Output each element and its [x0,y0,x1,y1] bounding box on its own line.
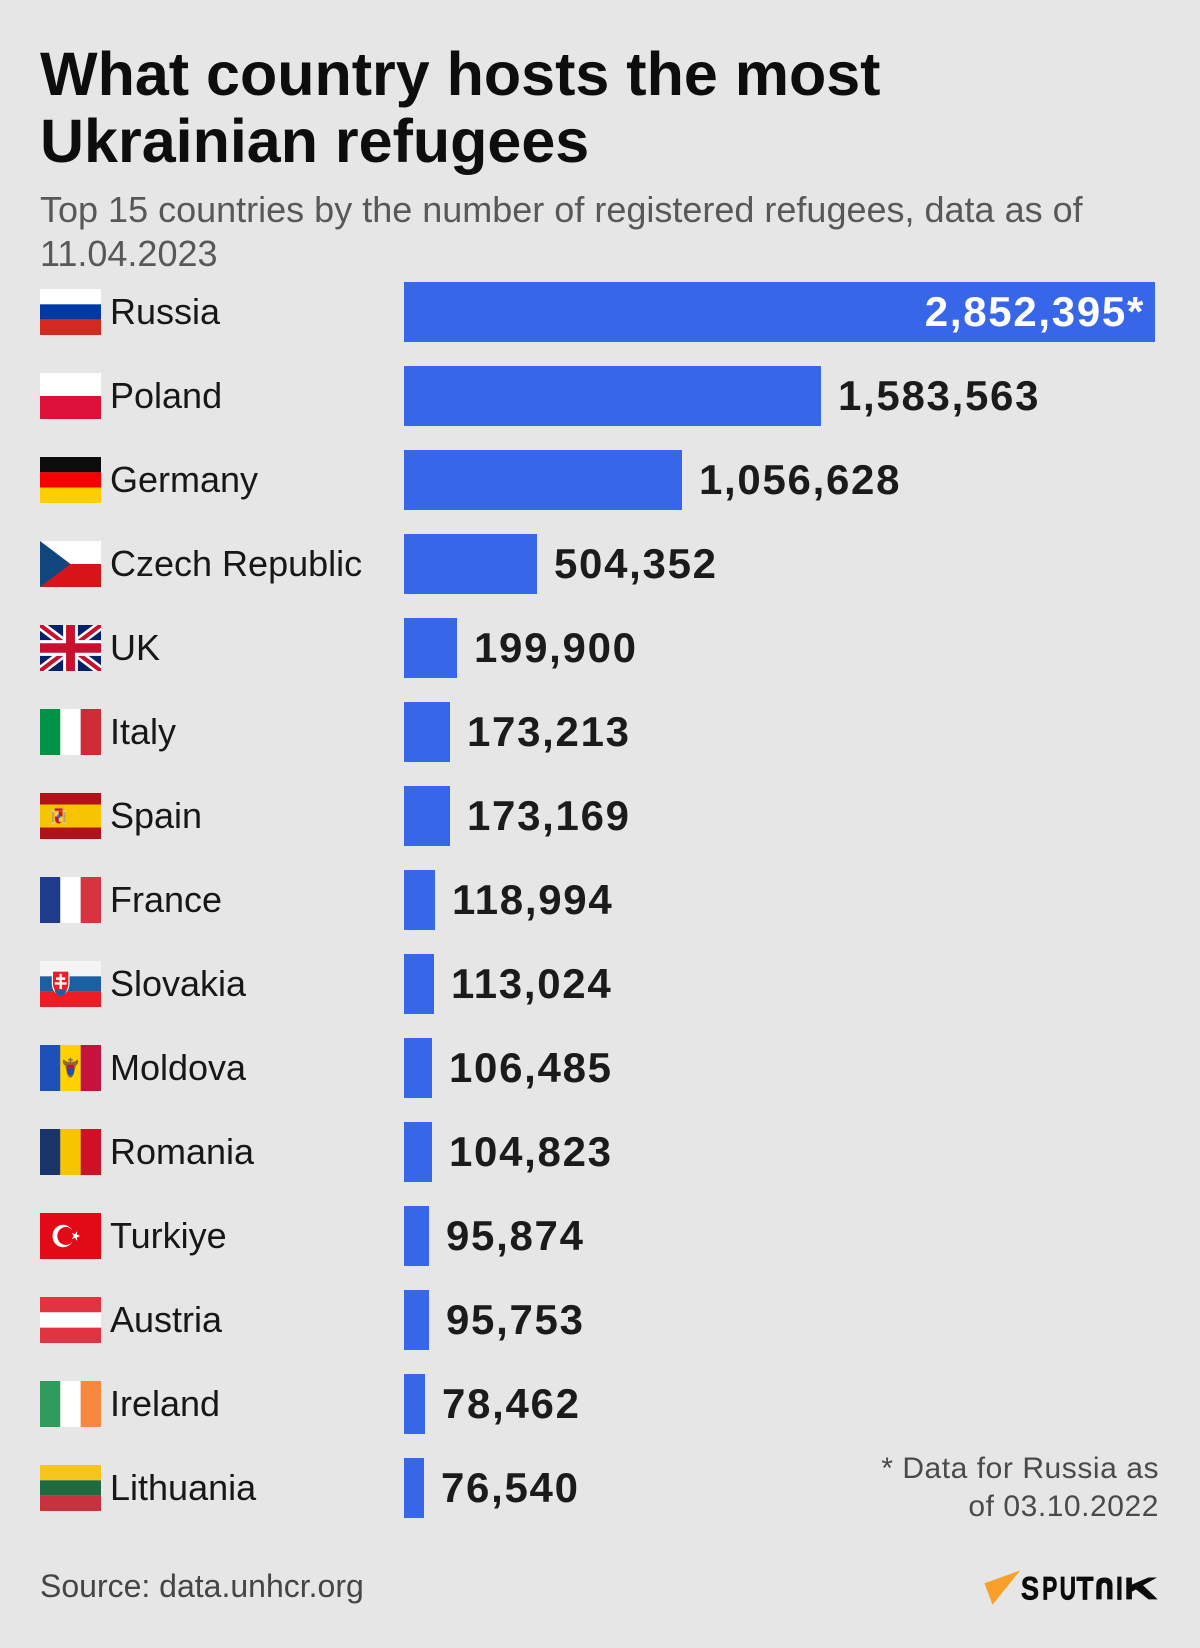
svg-text:P: P [1042,1570,1057,1606]
svg-text:I: I [1116,1570,1123,1606]
svg-text:U: U [1060,1570,1076,1606]
svg-text:T: T [1077,1570,1094,1606]
svg-text:S: S [1021,1570,1039,1606]
